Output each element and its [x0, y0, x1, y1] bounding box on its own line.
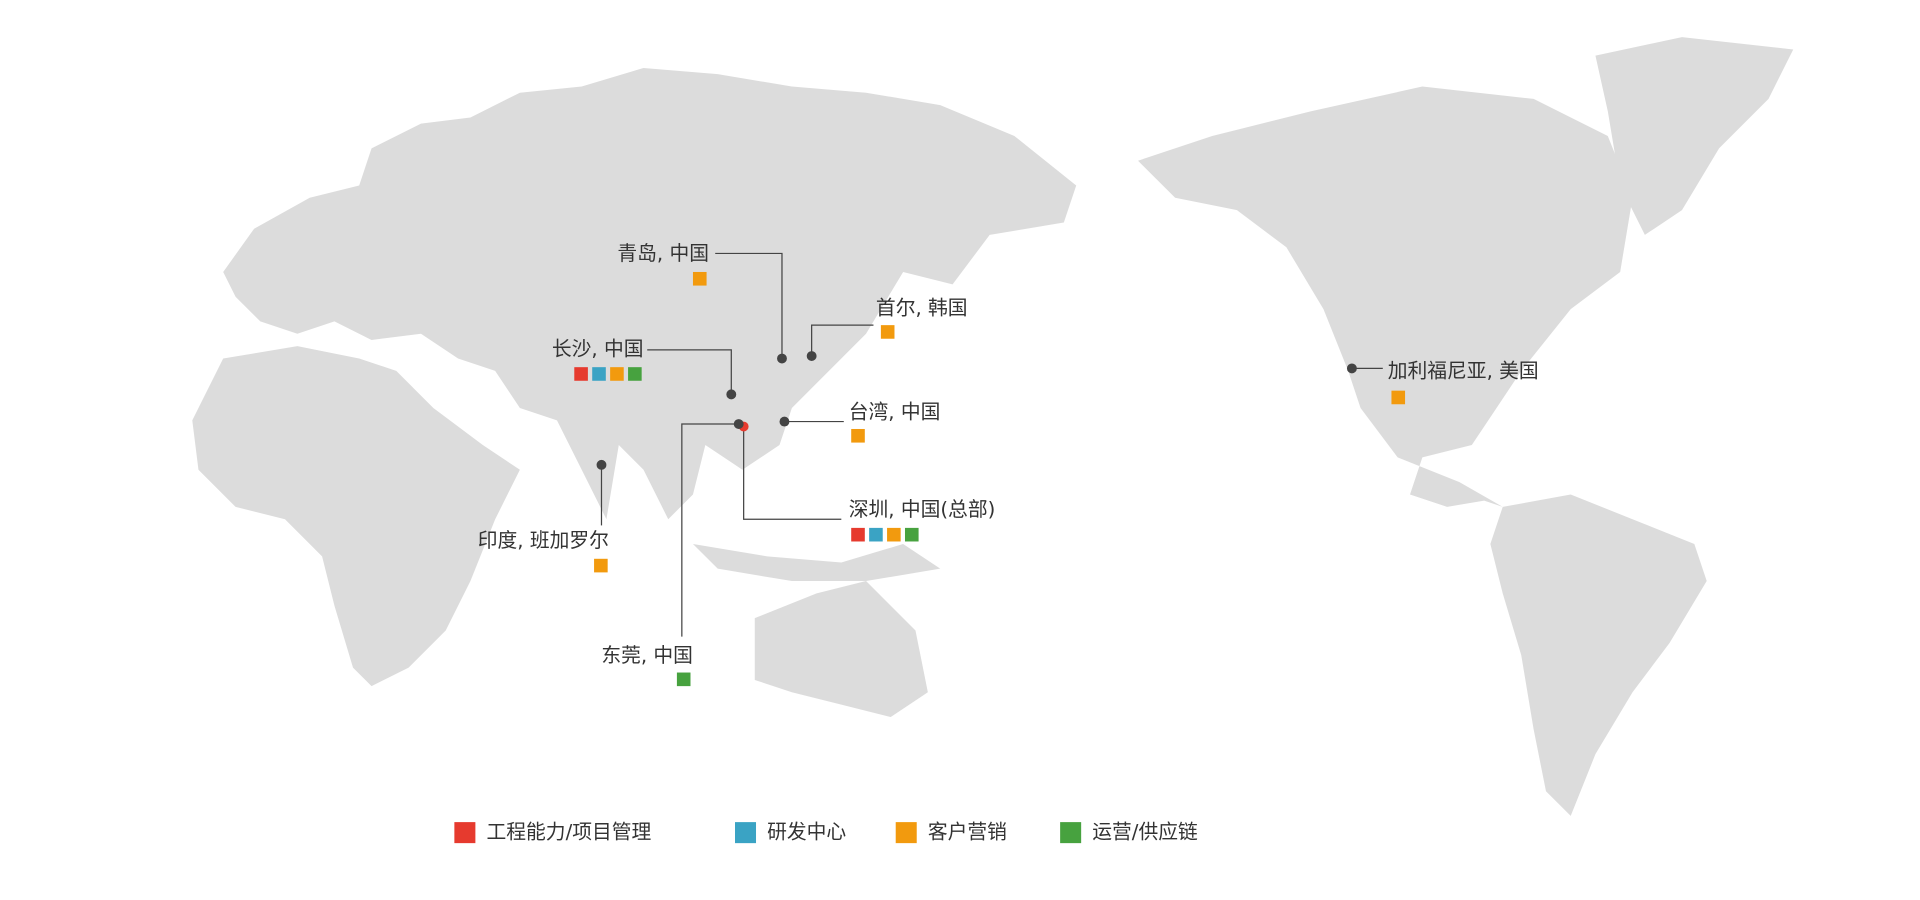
category-tag — [904, 527, 919, 542]
greenland — [1595, 37, 1794, 235]
legend-label: 运营/供应链 — [1092, 821, 1198, 844]
location-dot — [726, 389, 737, 400]
land — [192, 37, 1794, 816]
category-tag — [692, 271, 707, 286]
category-tag — [592, 367, 606, 381]
category-tag — [887, 527, 901, 542]
leader-line — [811, 324, 874, 357]
location-label: 青岛, 中国 — [617, 242, 709, 265]
legend-label: 工程能力/项目管理 — [487, 821, 652, 844]
legend-swatch — [1060, 822, 1082, 844]
legend-label: 客户营销 — [928, 821, 1007, 844]
location-label: 东莞, 中国 — [601, 644, 693, 667]
africa — [192, 346, 520, 687]
location-dot — [733, 419, 744, 429]
category-tag — [851, 527, 865, 542]
category-tag — [574, 367, 588, 381]
location-dot — [596, 459, 607, 470]
location-dot — [806, 351, 817, 361]
location-label: 首尔, 韩国 — [876, 297, 968, 320]
legend-swatch — [454, 822, 476, 844]
category-tag — [869, 527, 883, 542]
location-label: 台湾, 中国 — [849, 400, 941, 423]
location-dot — [777, 353, 787, 364]
eurasia — [223, 67, 1077, 520]
legend-swatch — [735, 822, 757, 844]
leader-line — [743, 426, 842, 520]
location-dot — [1346, 363, 1357, 374]
location-label: 长沙, 中国 — [552, 337, 644, 360]
category-tag — [628, 367, 642, 381]
location-label: 加利福尼亚, 美国 — [1388, 360, 1539, 383]
legend-label: 研发中心 — [767, 821, 846, 844]
location-label: 深圳, 中国(总部) — [849, 498, 996, 521]
category-tag — [851, 428, 865, 443]
location-label: 印度, 班加罗尔 — [478, 529, 609, 552]
north-america — [1138, 86, 1633, 507]
legend-swatch — [895, 822, 917, 844]
category-tag — [610, 367, 624, 381]
category-tag — [1391, 390, 1406, 405]
leader-line — [715, 252, 783, 359]
category-tag — [594, 558, 608, 573]
south-america — [1490, 494, 1707, 816]
location-dot — [779, 416, 790, 427]
leader-line — [681, 423, 739, 637]
category-tag — [880, 325, 895, 339]
legend: 工程能力/项目管理 研发中心 客户营销 运营/供应链 — [454, 821, 1198, 844]
leader-line — [647, 349, 732, 395]
australia — [754, 581, 928, 718]
category-tag — [676, 672, 691, 687]
se-asia-islands — [692, 543, 941, 582]
